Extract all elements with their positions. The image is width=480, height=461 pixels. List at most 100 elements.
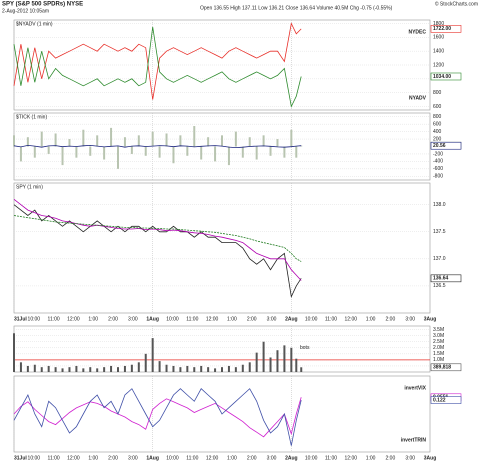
legend-entry: invertVIX xyxy=(404,385,426,391)
value-label: 136.64 xyxy=(433,276,449,282)
x-tick-label: 1:00 xyxy=(366,455,376,461)
value-box xyxy=(430,396,462,404)
x-tick-label: 12:00 xyxy=(345,455,358,461)
x-tick-label: 12:00 xyxy=(67,316,80,322)
value-label: 1722.00 xyxy=(433,26,451,32)
series-line xyxy=(13,397,302,438)
y-tick-label: 2.5M xyxy=(433,339,444,345)
x-tick-label: 31Jul xyxy=(14,455,27,461)
header-credit: © StockCharts.com xyxy=(435,0,478,7)
y-tick-label: -200 xyxy=(433,151,443,157)
x-tick-label: 10:00 xyxy=(166,455,179,461)
x-tick-label: 3:00 xyxy=(128,316,138,322)
panel-title: $TICK (1 min) xyxy=(16,114,47,120)
y-tick-label: -600 xyxy=(433,166,443,172)
x-tick-label: 11:00 xyxy=(186,455,198,461)
y-tick-label: 138.0 xyxy=(433,202,446,208)
y-tick-label: 1.0M xyxy=(433,357,444,363)
y-tick-label: 137.0 xyxy=(433,256,446,262)
x-tick-label: 3:00 xyxy=(128,455,138,461)
x-tick-label: 11:00 xyxy=(48,455,60,461)
y-tick-label: 1400 xyxy=(433,48,444,54)
annotation-text: bots xyxy=(300,345,310,351)
y-tick-label: 137.5 xyxy=(433,229,446,235)
value-label: 0.122 xyxy=(433,397,446,403)
value-box xyxy=(430,141,462,150)
y-tick-label: 136.5 xyxy=(433,283,446,289)
panel-title: SPY (1 min) xyxy=(16,184,43,190)
y-tick-label: 400 xyxy=(433,129,442,135)
x-tick-label: 11:00 xyxy=(186,316,198,322)
x-tick-label: 2Aug xyxy=(285,455,298,461)
y-tick-label: 3.5M xyxy=(433,327,444,333)
value-box xyxy=(430,72,462,81)
series-line xyxy=(13,26,302,108)
y-tick-label: 1.5M xyxy=(433,351,444,357)
x-tick-label: 11:00 xyxy=(48,316,60,322)
x-tick-label: 2:00 xyxy=(247,316,257,322)
y-tick-label: 3.0M xyxy=(433,333,444,339)
x-tick-label: 12:00 xyxy=(345,316,358,322)
x-tick-label: 2:00 xyxy=(108,455,118,461)
x-tick-label: 1Aug xyxy=(146,316,159,322)
x-tick-label: 10:00 xyxy=(28,455,41,461)
header-title: SPY (S&P 500 SPDRs) NYSE xyxy=(2,2,83,8)
x-tick-label: 31Jul xyxy=(14,316,27,322)
panel-frame xyxy=(13,182,431,314)
x-tick-label: 3Aug xyxy=(424,316,437,322)
x-tick-label: 12:00 xyxy=(206,316,219,322)
legend-entry: NYDEC xyxy=(408,29,426,35)
series-line xyxy=(13,215,302,262)
x-tick-label: 1:00 xyxy=(227,316,237,322)
value-box xyxy=(430,363,462,372)
panel-frame xyxy=(13,325,431,373)
x-tick-label: 2:00 xyxy=(386,455,396,461)
x-tick-label: 10:00 xyxy=(305,455,318,461)
series-line xyxy=(13,198,302,281)
x-tick-label: 1:00 xyxy=(366,316,376,322)
x-tick-label: 1:00 xyxy=(227,455,237,461)
value-box xyxy=(430,274,462,283)
x-tick-label: 3:00 xyxy=(267,316,277,322)
x-tick-label: 12:00 xyxy=(67,455,80,461)
value-label: 1034.00 xyxy=(433,74,451,80)
value-label: 20.56 xyxy=(433,143,446,149)
x-tick-label: 3:00 xyxy=(267,455,277,461)
x-tick-label: 12:00 xyxy=(206,455,219,461)
legend-entry: invertTRIN xyxy=(401,437,427,443)
y-tick-label: 600 xyxy=(433,121,442,127)
x-tick-label: 2:00 xyxy=(108,316,118,322)
x-tick-label: 3:00 xyxy=(405,455,415,461)
x-tick-label: 11:00 xyxy=(325,455,337,461)
y-tick-label: 1800 xyxy=(433,21,444,27)
y-tick-label: -400 xyxy=(433,159,443,165)
x-tick-label: 3:00 xyxy=(405,316,415,322)
x-tick-label: 2:00 xyxy=(386,316,396,322)
y-tick-label: 600 xyxy=(433,104,442,110)
series-line xyxy=(13,388,302,446)
x-tick-label: 1:00 xyxy=(88,316,98,322)
y-tick-label: 1600 xyxy=(433,35,444,41)
x-tick-label: 2Aug xyxy=(285,316,298,322)
panel-title: $NYADV (1 min) xyxy=(16,21,53,27)
series-line xyxy=(13,204,302,299)
series-line xyxy=(13,144,302,149)
header-date: 2-Aug-2012 10:05am xyxy=(2,8,49,14)
y-tick-label: 800 xyxy=(433,114,442,120)
header-quote: Open 136.55 High 137.11 Low 136.21 Close… xyxy=(200,5,393,11)
x-tick-label: 2:00 xyxy=(247,455,257,461)
y-tick-label: -800 xyxy=(433,174,443,180)
x-tick-label: 10:00 xyxy=(28,316,41,322)
y-tick-label: 800 xyxy=(433,90,442,96)
y-tick-label: 1200 xyxy=(433,62,444,68)
legend-entry: NYADV xyxy=(409,95,427,101)
y-tick-label: 2.0M xyxy=(433,345,444,351)
series-line xyxy=(13,22,302,100)
x-tick-label: 1Aug xyxy=(146,455,159,461)
x-tick-label: 10:00 xyxy=(166,316,179,322)
x-tick-label: 1:00 xyxy=(88,455,98,461)
x-tick-label: 3Aug xyxy=(424,455,437,461)
x-tick-label: 11:00 xyxy=(325,316,337,322)
x-tick-label: 10:00 xyxy=(305,316,318,322)
